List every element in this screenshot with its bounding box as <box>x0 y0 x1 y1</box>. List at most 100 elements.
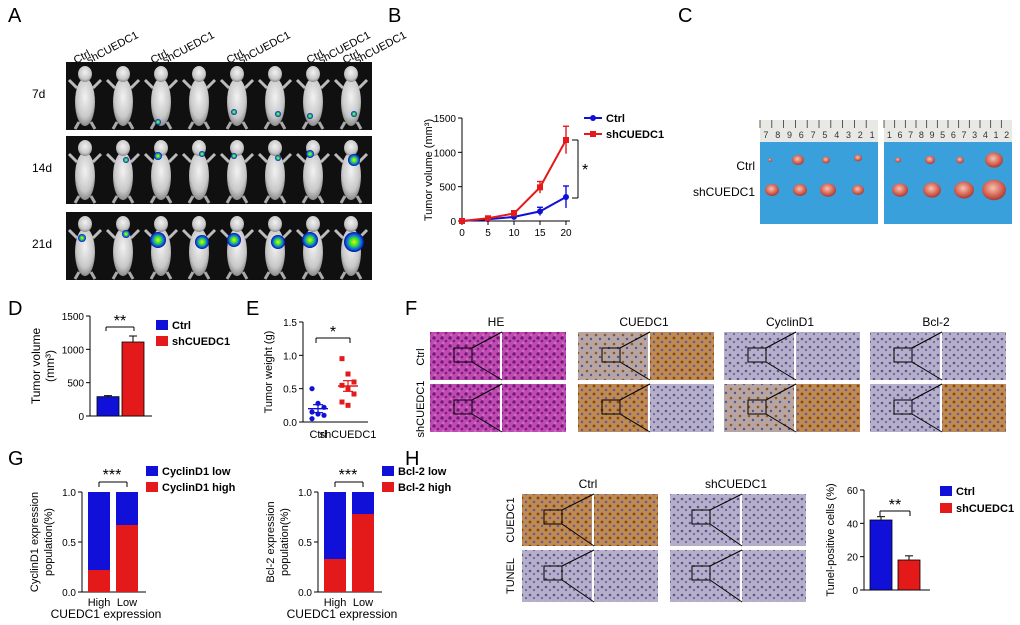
mouse-leg <box>111 195 119 204</box>
row-label: TUNEL <box>505 558 517 594</box>
mouse-paw <box>105 78 117 90</box>
data-point <box>339 399 345 405</box>
mouse-head <box>344 140 358 156</box>
tumor <box>820 183 836 197</box>
y-tick-label: 0.0 <box>62 588 76 599</box>
legend-label: shCUEDC1 <box>606 129 664 141</box>
mouse-head <box>78 66 92 82</box>
stain-label: Bcl-2 <box>922 315 950 329</box>
bar-segment <box>116 525 138 592</box>
mouse-body <box>189 152 209 200</box>
mouse-body <box>189 228 209 276</box>
mouse-head <box>192 66 206 82</box>
bar-segment <box>324 559 346 592</box>
mouse-leg <box>73 121 81 130</box>
y-tick-label: 1500 <box>62 312 85 323</box>
y-tick-label: 0 <box>852 586 858 597</box>
zoom-connector <box>765 361 797 381</box>
mouse-paw <box>91 228 103 240</box>
y-tick-label: 500 <box>439 183 456 194</box>
x-tick-label: 15 <box>534 228 546 239</box>
mouse-paw <box>129 78 141 90</box>
mouse-paw <box>243 228 255 240</box>
row-label: Ctrl <box>736 159 755 173</box>
bar <box>121 341 145 417</box>
mouse-leg <box>111 121 119 130</box>
row-label: CUEDC1 <box>505 497 517 542</box>
mouse-body <box>113 152 133 200</box>
micrograph <box>670 550 740 602</box>
mouse <box>143 66 179 130</box>
stain-label: HE <box>488 315 505 329</box>
zoom-connector <box>619 361 651 381</box>
significance-mark: * <box>330 324 336 341</box>
luminescence-signal <box>307 113 313 119</box>
y-axis-title: Tumor weight (g) <box>263 331 275 414</box>
ruler-number: 5 <box>940 130 945 140</box>
zoom-box <box>691 565 711 581</box>
ruler-number: 3 <box>972 130 977 140</box>
legend-swatch <box>156 336 168 346</box>
mouse-head <box>344 216 358 232</box>
mouse-leg <box>355 195 363 204</box>
data-point <box>345 371 351 377</box>
ruler-number: 1 <box>870 130 875 140</box>
zoom-box <box>543 509 563 525</box>
micrograph-zoom <box>796 332 860 380</box>
mouse-leg <box>279 195 287 204</box>
mouse-body <box>341 78 361 126</box>
mouse-paw <box>319 228 331 240</box>
mouse-paw <box>91 152 103 164</box>
x-tick-label: 0 <box>459 228 465 239</box>
mouse-paw <box>281 78 293 90</box>
mouse-leg <box>203 195 211 204</box>
mouse-paw <box>167 228 179 240</box>
ruler-number: 1 <box>993 130 998 140</box>
series-line <box>461 139 567 222</box>
y-tick-label: 1500 <box>434 114 457 125</box>
mouse-leg <box>241 195 249 204</box>
x-tick-label: High <box>324 597 347 609</box>
ruler-number: 5 <box>822 130 827 140</box>
y-tick-label: 1000 <box>62 345 85 356</box>
mouse-paw <box>205 78 217 90</box>
panel-label-a: A <box>8 5 22 27</box>
mouse-paw <box>105 228 117 240</box>
mouse-head <box>268 66 282 82</box>
mouse-leg <box>279 271 287 280</box>
zoom-connector <box>709 549 743 567</box>
tumor <box>982 179 1006 201</box>
mouse-paw <box>181 228 193 240</box>
bar-segment <box>352 514 374 592</box>
mouse-leg <box>127 121 135 130</box>
stain-label: CUEDC1 <box>619 315 669 329</box>
legend-label: CyclinD1 low <box>162 466 231 478</box>
data-point <box>459 218 465 224</box>
mouse-paw <box>243 78 255 90</box>
luminescence-signal <box>150 232 166 248</box>
mouse-leg <box>165 121 173 130</box>
luminescence-signal <box>348 154 360 166</box>
mouse-paw <box>319 152 331 164</box>
x-tick-label: High <box>88 597 111 609</box>
mouse-leg <box>301 195 309 204</box>
legend-swatch <box>146 482 158 492</box>
mouse-paw <box>219 228 231 240</box>
mouse-paw <box>257 78 269 90</box>
data-point <box>351 391 357 397</box>
mouse-leg <box>225 271 233 280</box>
mouse-leg <box>339 271 347 280</box>
tumor <box>925 155 935 165</box>
zoom-box <box>747 399 767 415</box>
significance-mark: ** <box>114 313 126 330</box>
panel-label-c: C <box>678 5 692 27</box>
bar-segment <box>116 492 138 525</box>
mouse-leg <box>301 271 309 280</box>
micrograph-zoom <box>742 494 806 546</box>
zoom-connector <box>911 413 943 433</box>
x-tick-label: Low <box>353 597 373 609</box>
mouse-leg <box>263 195 271 204</box>
mouse-leg <box>241 271 249 280</box>
y-axis-title: Tumor volume (mm³) <box>423 119 435 221</box>
legend-label: Ctrl <box>956 486 975 498</box>
